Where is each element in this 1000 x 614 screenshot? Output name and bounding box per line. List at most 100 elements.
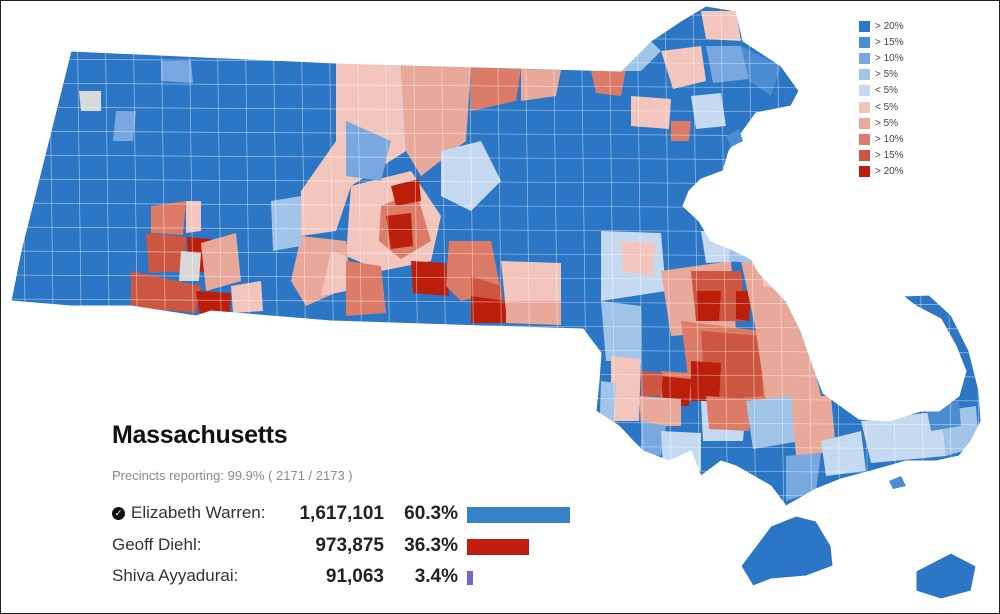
legend-item: > 5% bbox=[859, 115, 904, 131]
town-region bbox=[691, 361, 721, 401]
town-region bbox=[411, 261, 449, 296]
candidate-percent: 3.4% bbox=[414, 566, 458, 587]
town-region bbox=[639, 396, 681, 426]
town-region bbox=[151, 201, 186, 235]
town-region bbox=[131, 271, 201, 313]
town-region bbox=[696, 291, 721, 321]
town-region bbox=[671, 121, 691, 141]
town-region bbox=[161, 61, 193, 83]
candidate-percent: 60.3% bbox=[404, 503, 458, 524]
town-region bbox=[741, 46, 781, 96]
legend-label: > 20% bbox=[875, 166, 904, 178]
winner-check-icon: ✓ bbox=[112, 506, 125, 520]
town-region bbox=[761, 251, 791, 291]
islet bbox=[889, 476, 906, 489]
candidate-name: Shiva Ayyadurai: bbox=[112, 566, 238, 586]
legend-swatch bbox=[859, 85, 870, 97]
legend-item: > 20% bbox=[859, 18, 904, 34]
town-region bbox=[591, 69, 626, 96]
town-region bbox=[271, 196, 301, 251]
town-region bbox=[79, 91, 101, 111]
town-region bbox=[506, 301, 561, 325]
town-region bbox=[521, 69, 561, 101]
legend-item: < 5% bbox=[859, 83, 904, 99]
legend-swatch bbox=[859, 52, 870, 64]
nantucket-island bbox=[915, 552, 977, 600]
candidate-name: ✓ Elizabeth Warren: bbox=[112, 503, 265, 523]
town-region bbox=[599, 381, 616, 441]
legend-label: > 20% bbox=[875, 20, 904, 32]
candidate-votes: 91,063 bbox=[325, 566, 384, 587]
candidate-votes: 973,875 bbox=[315, 535, 384, 556]
town-region bbox=[746, 396, 801, 449]
legend-swatch bbox=[859, 166, 870, 178]
legend-label: > 15% bbox=[875, 36, 904, 48]
legend-swatch bbox=[859, 36, 870, 48]
legend-label: > 10% bbox=[875, 133, 904, 145]
town-region bbox=[346, 121, 391, 181]
candidate-votes: 1,617,101 bbox=[299, 503, 384, 524]
legend-swatch bbox=[859, 133, 870, 145]
town-region bbox=[471, 67, 521, 111]
vote-share-bar bbox=[467, 507, 570, 523]
legend-label: < 5% bbox=[875, 101, 899, 113]
legend-swatch bbox=[859, 117, 870, 129]
vote-share-bar bbox=[467, 571, 473, 585]
town-region bbox=[926, 401, 961, 431]
legend-label: < 5% bbox=[875, 85, 899, 97]
town-region bbox=[756, 331, 821, 401]
town-region bbox=[186, 201, 201, 233]
town-region bbox=[729, 231, 756, 263]
candidate-name-label: Shiva Ayyadurai: bbox=[112, 566, 239, 585]
legend-label: > 5% bbox=[875, 69, 899, 81]
town-region bbox=[321, 251, 346, 296]
town-region bbox=[611, 356, 641, 421]
town-region bbox=[601, 301, 641, 361]
legend-item: > 10% bbox=[859, 50, 904, 66]
state-title: Massachusetts bbox=[112, 421, 288, 449]
legend-swatch bbox=[859, 101, 870, 113]
town-region bbox=[501, 261, 561, 311]
candidate-name: Geoff Diehl: bbox=[112, 535, 201, 555]
vote-share-bar bbox=[467, 539, 529, 555]
town-region bbox=[706, 46, 749, 83]
legend-swatch bbox=[859, 150, 870, 162]
town-region bbox=[736, 291, 751, 321]
town-region bbox=[471, 296, 506, 323]
town-region bbox=[661, 431, 701, 471]
margin-legend: > 20% > 15% > 10% > 5% < 5% < 5% > 5% > 10% > 15… bbox=[859, 18, 904, 180]
precincts-reporting: Precincts reporting: 99.9% ( 2171 / 2173… bbox=[112, 468, 353, 483]
town-region bbox=[346, 261, 386, 316]
legend-item: > 15% bbox=[859, 34, 904, 50]
town-region bbox=[821, 431, 866, 476]
legend-label: > 10% bbox=[875, 52, 904, 64]
legend-label: > 15% bbox=[875, 150, 904, 162]
town-region bbox=[631, 96, 671, 129]
islet bbox=[726, 129, 743, 147]
town-region bbox=[179, 251, 201, 281]
town-region bbox=[146, 233, 186, 273]
town-region bbox=[786, 453, 821, 501]
candidate-percent: 36.3% bbox=[404, 535, 458, 556]
results-panel: Massachusetts Precincts reporting: 99.9%… bbox=[112, 421, 570, 587]
town-region bbox=[196, 291, 231, 323]
town-region bbox=[231, 281, 263, 313]
town-region bbox=[641, 371, 663, 396]
legend-item: > 20% bbox=[859, 164, 904, 180]
legend-item: < 5% bbox=[859, 99, 904, 115]
town-region bbox=[661, 46, 706, 89]
legend-item: > 15% bbox=[859, 148, 904, 164]
marthas-vineyard-island bbox=[740, 515, 834, 587]
legend-swatch bbox=[859, 20, 870, 32]
town-region bbox=[386, 213, 413, 249]
candidate-name-label: Elizabeth Warren: bbox=[131, 503, 266, 522]
town-region bbox=[113, 111, 136, 141]
town-region bbox=[391, 179, 421, 206]
candidate-name-label: Geoff Diehl: bbox=[112, 535, 202, 554]
legend-item: > 10% bbox=[859, 131, 904, 147]
legend-swatch bbox=[859, 69, 870, 81]
town-region bbox=[621, 241, 656, 276]
legend-label: > 5% bbox=[875, 117, 899, 129]
